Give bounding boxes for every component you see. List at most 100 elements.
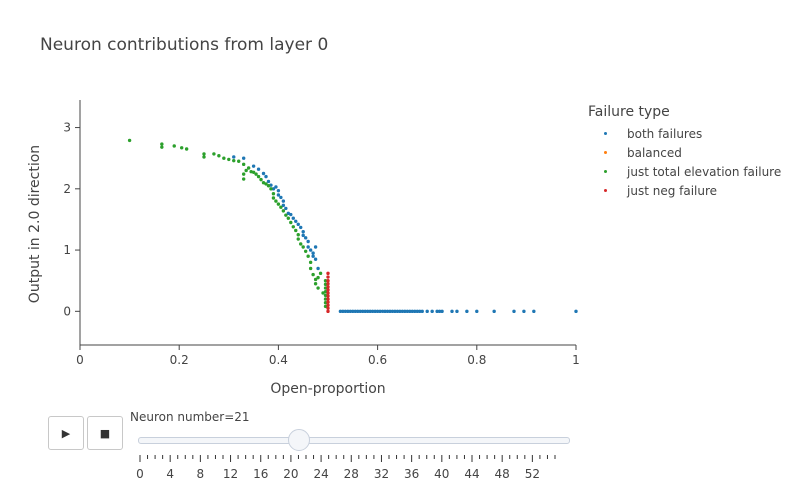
neuron-slider[interactable] <box>138 429 570 451</box>
data-point-just-total-elevation-failure <box>222 156 226 160</box>
data-point-just-total-elevation-failure <box>127 138 132 143</box>
data-point-just-total-elevation-failure <box>316 275 320 280</box>
data-point-both-failures <box>294 219 298 223</box>
data-point-both-failures <box>395 309 400 314</box>
data-point-both-failures <box>271 187 276 191</box>
data-point-just-total-elevation-failure <box>284 213 288 217</box>
legend-item-just-neg-failure[interactable]: just neg failure <box>588 181 781 200</box>
y-tick-label: 2 <box>63 182 71 196</box>
data-point-both-failures <box>306 239 310 244</box>
data-point-both-failures <box>308 248 313 252</box>
slider-tick-label: 4 <box>166 467 174 481</box>
data-point-both-failures <box>437 309 442 314</box>
data-point-both-failures <box>313 245 318 249</box>
x-tick-label: 0.8 <box>467 353 486 367</box>
data-point-both-failures <box>435 309 439 314</box>
data-point-just-total-elevation-failure <box>269 187 273 191</box>
data-point-just-total-elevation-failure <box>271 192 276 196</box>
slider-tick-label: 20 <box>283 467 298 481</box>
data-point-just-total-elevation-failure <box>259 177 263 182</box>
data-point-just-total-elevation-failure <box>160 145 164 149</box>
x-tick-label: 0.6 <box>368 353 387 367</box>
x-tick-label: 0.2 <box>170 353 189 367</box>
data-point-just-total-elevation-failure <box>172 144 176 148</box>
data-point-just-total-elevation-failure <box>296 237 300 241</box>
slider-tick-label: 24 <box>313 467 328 481</box>
legend-title: Failure type <box>588 104 670 120</box>
slider-tick-label: 44 <box>464 467 479 481</box>
data-point-both-failures <box>274 185 278 189</box>
data-point-both-failures <box>311 251 315 255</box>
data-point-just-total-elevation-failure <box>296 233 300 237</box>
data-point-just-total-elevation-failure <box>264 182 268 186</box>
data-point-just-total-elevation-failure <box>313 277 318 282</box>
data-point-both-failures <box>341 309 345 314</box>
data-point-both-failures <box>338 309 343 314</box>
legend-marker <box>604 189 607 192</box>
data-point-just-total-elevation-failure <box>291 225 295 229</box>
data-point-both-failures <box>311 254 315 258</box>
chart-title: Neuron contributions from layer 0 <box>40 35 329 55</box>
axes: 0 0.2 0.4 0.6 0.8 1 0 1 2 3 <box>63 100 580 367</box>
x-axis-label: Open-proportion <box>270 381 385 397</box>
data-point-just-neg-failure <box>326 285 330 289</box>
data-point-just-total-elevation-failure <box>241 172 246 176</box>
data-point-both-failures <box>261 171 266 176</box>
data-point-just-neg-failure <box>326 271 330 276</box>
slider-tick-label: 8 <box>197 467 205 481</box>
data-point-just-total-elevation-failure <box>256 174 261 179</box>
slider-tick-label: 52 <box>525 467 540 481</box>
slider-tick-label: 12 <box>223 467 238 481</box>
slider-ticks: 0 4 8 12 16 20 24 28 32 36 40 44 48 52 <box>136 455 556 481</box>
slider-tick-label: 16 <box>253 467 268 481</box>
data-point-just-neg-failure <box>326 275 330 279</box>
data-point-just-total-elevation-failure <box>246 166 251 170</box>
data-point-just-total-elevation-failure <box>318 271 323 276</box>
data-point-both-failures <box>346 309 350 314</box>
data-point-just-total-elevation-failure <box>299 242 303 246</box>
data-point-both-failures <box>301 233 305 238</box>
play-button[interactable]: ▶ <box>48 416 84 450</box>
data-point-just-total-elevation-failure <box>308 266 313 271</box>
legend-label: just neg failure <box>627 183 718 198</box>
data-point-both-failures <box>281 203 286 208</box>
data-point-just-neg-failure <box>326 291 330 295</box>
data-point-just-total-elevation-failure <box>227 157 231 162</box>
legend-label: just total elevation failure <box>627 164 782 179</box>
data-point-just-total-elevation-failure <box>179 146 184 150</box>
data-point-both-failures <box>383 309 387 314</box>
data-point-just-total-elevation-failure <box>254 172 258 176</box>
y-axis-label: Output in 2.0 direction <box>27 145 43 303</box>
data-point-both-failures <box>353 309 357 314</box>
x-tick-label: 0 <box>76 353 84 367</box>
y-tick-label: 0 <box>63 304 71 318</box>
legend-item-both-failures[interactable]: both failures <box>588 124 781 143</box>
data-point-both-failures <box>393 309 397 314</box>
data-point-just-neg-failure <box>326 309 330 314</box>
data-point-just-neg-failure <box>326 294 330 298</box>
data-point-just-total-elevation-failure <box>232 158 236 163</box>
slider-tick-label: 40 <box>434 467 449 481</box>
data-point-both-failures <box>284 206 288 211</box>
data-point-just-total-elevation-failure <box>281 209 286 213</box>
data-point-just-neg-failure <box>326 306 330 310</box>
legend-marker <box>604 170 607 173</box>
data-point-just-total-elevation-failure <box>237 159 241 163</box>
data-point-just-total-elevation-failure <box>241 162 246 167</box>
data-point-just-total-elevation-failure <box>311 272 315 277</box>
data-point-both-failures <box>385 309 390 314</box>
data-point-both-failures <box>264 174 268 179</box>
data-point-both-failures <box>299 225 303 230</box>
legend-item-just-total-elevation-failure[interactable]: just total elevation failure <box>588 162 781 181</box>
data-point-just-neg-failure <box>326 303 330 307</box>
data-point-both-failures <box>343 309 348 314</box>
stop-button[interactable]: ■ <box>87 416 123 450</box>
data-point-just-total-elevation-failure <box>271 196 276 200</box>
data-point-just-neg-failure <box>326 297 330 301</box>
data-point-both-failures <box>276 188 281 193</box>
legend-item-balanced[interactable]: balanced <box>588 143 781 162</box>
data-point-both-failures <box>358 309 362 314</box>
slider-handle[interactable] <box>288 429 311 451</box>
data-point-both-failures <box>313 257 318 261</box>
data-point-both-failures <box>370 309 375 314</box>
